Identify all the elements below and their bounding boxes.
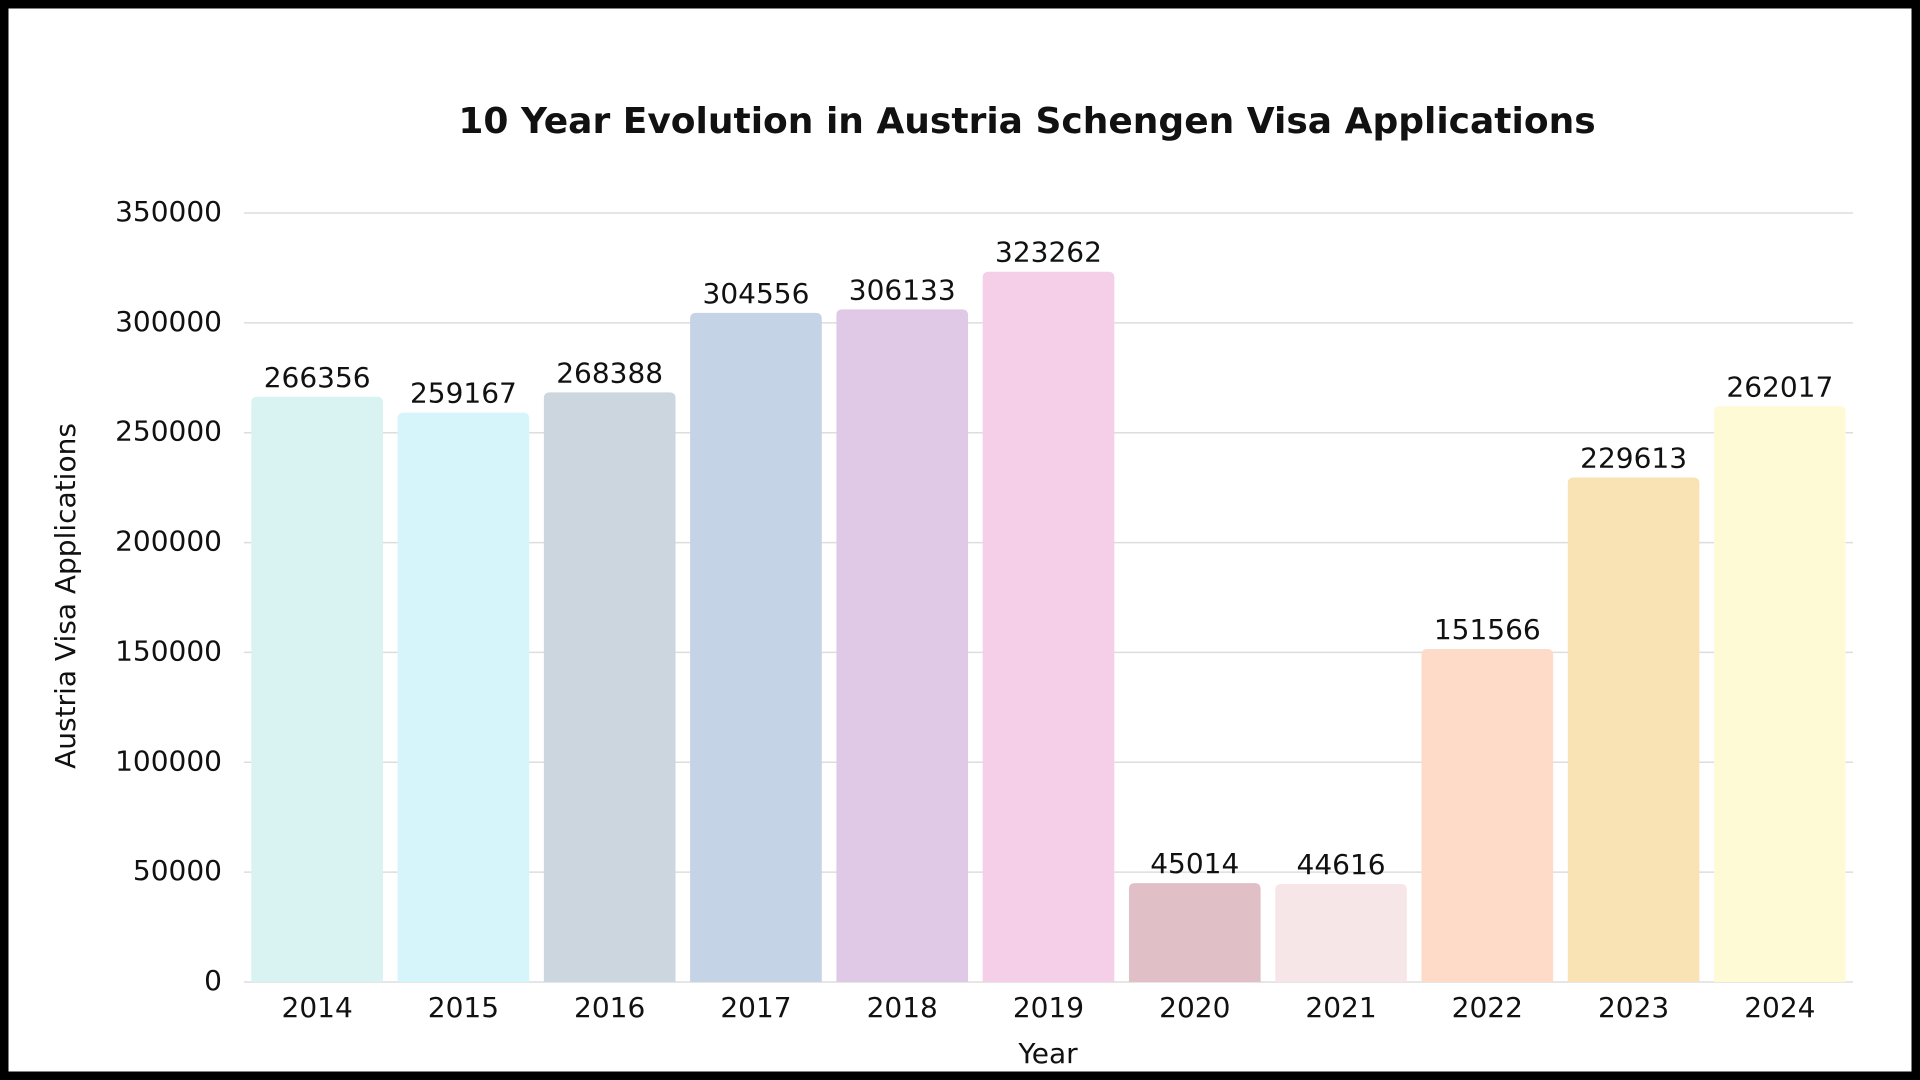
y-tick-label: 150000: [115, 634, 222, 667]
value-label: 304556: [703, 277, 810, 310]
value-label: 44616: [1297, 848, 1386, 881]
bar: [1567, 477, 1700, 982]
x-tick-label: 2018: [867, 991, 938, 1024]
x-tick-label: 2015: [428, 991, 499, 1024]
y-tick-label: 250000: [115, 415, 222, 448]
bar: [1421, 648, 1554, 982]
value-label: 229613: [1580, 442, 1687, 475]
x-tick-label: 2019: [1013, 991, 1084, 1024]
x-tick-label: 2024: [1744, 991, 1815, 1024]
value-label: 259167: [410, 377, 517, 410]
x-tick-label: 2022: [1452, 991, 1523, 1024]
value-label: 45014: [1150, 847, 1239, 880]
value-label: 266356: [264, 361, 371, 394]
value-label: 262017: [1726, 370, 1833, 403]
bar: [543, 392, 676, 982]
bar: [1128, 883, 1261, 982]
bar: [251, 396, 383, 982]
y-axis-title: Austria Visa Applications: [49, 423, 82, 769]
y-tick-label: 100000: [115, 744, 222, 777]
bar: [690, 312, 822, 983]
x-tick-label: 2021: [1305, 991, 1376, 1024]
x-tick-label: 2014: [282, 991, 353, 1024]
y-tick-label: 300000: [115, 305, 222, 338]
y-tick-label: 50000: [133, 854, 222, 887]
x-tick-label: 2016: [574, 991, 645, 1024]
bar: [982, 271, 1115, 982]
x-tick-label: 2017: [720, 991, 791, 1024]
bar: [1714, 406, 1846, 982]
value-label: 151566: [1434, 613, 1541, 646]
x-tick-label: 2023: [1598, 991, 1669, 1024]
y-tick-label: 350000: [115, 195, 222, 228]
y-tick-label: 0: [204, 964, 222, 997]
chart-title: 10 Year Evolution in Austria Schengen Vi…: [458, 101, 1595, 142]
x-tick-label: 2020: [1159, 991, 1230, 1024]
bar: [397, 412, 530, 982]
value-label: 268388: [556, 356, 663, 389]
bar: [1275, 883, 1407, 982]
value-label: 323262: [995, 236, 1102, 269]
value-label: 306133: [849, 273, 956, 306]
y-tick-label: 200000: [115, 525, 222, 558]
bar: [836, 309, 969, 982]
x-axis-title: Year: [1017, 1037, 1078, 1070]
